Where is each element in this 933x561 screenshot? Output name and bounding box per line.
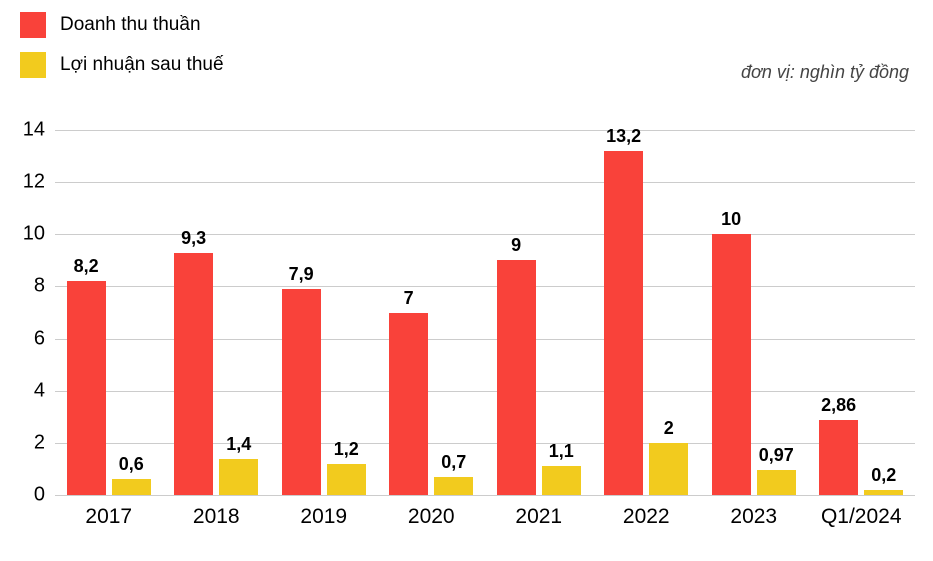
legend-item-revenue: Doanh thu thuần — [20, 12, 224, 38]
legend-swatch-revenue — [20, 12, 46, 38]
bar-revenue: 9,3 — [174, 253, 213, 495]
unit-label: đơn vị: nghìn tỷ đồng — [741, 62, 909, 83]
bar-profit: 0,6 — [112, 479, 151, 495]
bar-value-label: 8,2 — [74, 256, 99, 277]
y-tick-label: 12 — [11, 171, 45, 194]
bar-revenue: 9 — [497, 260, 536, 495]
y-tick-label: 10 — [11, 223, 45, 246]
y-tick-label: 14 — [11, 119, 45, 142]
bar-value-label: 9,3 — [181, 228, 206, 249]
bar-profit: 1,2 — [327, 464, 366, 495]
bar-revenue: 8,2 — [67, 281, 106, 495]
x-tick-label: 2020 — [408, 505, 455, 529]
bar-group: 91,1 — [485, 130, 593, 495]
y-tick-label: 8 — [11, 275, 45, 298]
bar-value-label: 1,2 — [334, 439, 359, 460]
bar-revenue: 10 — [712, 234, 751, 495]
bar-revenue: 13,2 — [604, 151, 643, 495]
x-tick-label: 2017 — [85, 505, 132, 529]
x-tick-label: 2021 — [515, 505, 562, 529]
legend-swatch-profit — [20, 52, 46, 78]
bar-value-label: 1,1 — [549, 441, 574, 462]
bar-profit: 1,4 — [219, 459, 258, 496]
bar-value-label: 1,4 — [226, 434, 251, 455]
bar-profit: 0,97 — [757, 470, 796, 495]
bar-value-label: 2 — [664, 418, 674, 439]
bar-value-label: 0,97 — [759, 445, 794, 466]
bar-value-label: 9 — [511, 235, 521, 256]
bar-profit: 1,1 — [542, 466, 581, 495]
y-tick-label: 0 — [11, 484, 45, 507]
bar-profit: 0,7 — [434, 477, 473, 495]
plot-area: 024681012148,20,69,31,47,91,270,791,113,… — [55, 130, 915, 495]
bar-group: 70,7 — [378, 130, 486, 495]
x-tick-label: 2022 — [623, 505, 670, 529]
x-tick-label: 2019 — [300, 505, 347, 529]
chart-container: Doanh thu thuần Lợi nhuận sau thuế đơn v… — [0, 0, 933, 561]
y-tick-label: 2 — [11, 431, 45, 454]
x-tick-label: 2018 — [193, 505, 240, 529]
bar-value-label: 7,9 — [289, 264, 314, 285]
bar-value-label: 2,86 — [821, 395, 856, 416]
legend-label-profit: Lợi nhuận sau thuế — [60, 54, 224, 76]
bar-group: 13,22 — [593, 130, 701, 495]
legend-label-revenue: Doanh thu thuần — [60, 14, 201, 36]
bar-value-label: 7 — [404, 288, 414, 309]
y-tick-label: 4 — [11, 379, 45, 402]
bar-revenue: 7 — [389, 313, 428, 496]
bar-value-label: 0,2 — [871, 465, 896, 486]
x-tick-label: 2023 — [730, 505, 777, 529]
bar-revenue: 2,86 — [819, 420, 858, 495]
bar-value-label: 0,6 — [119, 454, 144, 475]
legend: Doanh thu thuần Lợi nhuận sau thuế — [20, 12, 224, 92]
bar-value-label: 0,7 — [441, 452, 466, 473]
bar-group: 8,2 0,6 — [55, 130, 163, 495]
y-tick-label: 6 — [11, 327, 45, 350]
bar-value-label: 13,2 — [606, 126, 641, 147]
x-axis: 2017 2018 2019 2020 2021 2022 2023 Q1/2024 — [55, 497, 915, 537]
bar-group: 9,31,4 — [163, 130, 271, 495]
grid-line — [55, 495, 915, 496]
legend-item-profit: Lợi nhuận sau thuế — [20, 52, 224, 78]
bar-profit: 0,2 — [864, 490, 903, 495]
bar-group: 2,86 0,2 — [808, 130, 916, 495]
bar-value-label: 10 — [721, 209, 741, 230]
bar-group: 7,91,2 — [270, 130, 378, 495]
bar-profit: 2 — [649, 443, 688, 495]
bar-revenue: 7,9 — [282, 289, 321, 495]
bar-group: 100,97 — [700, 130, 808, 495]
x-tick-label: Q1/2024 — [821, 505, 902, 529]
